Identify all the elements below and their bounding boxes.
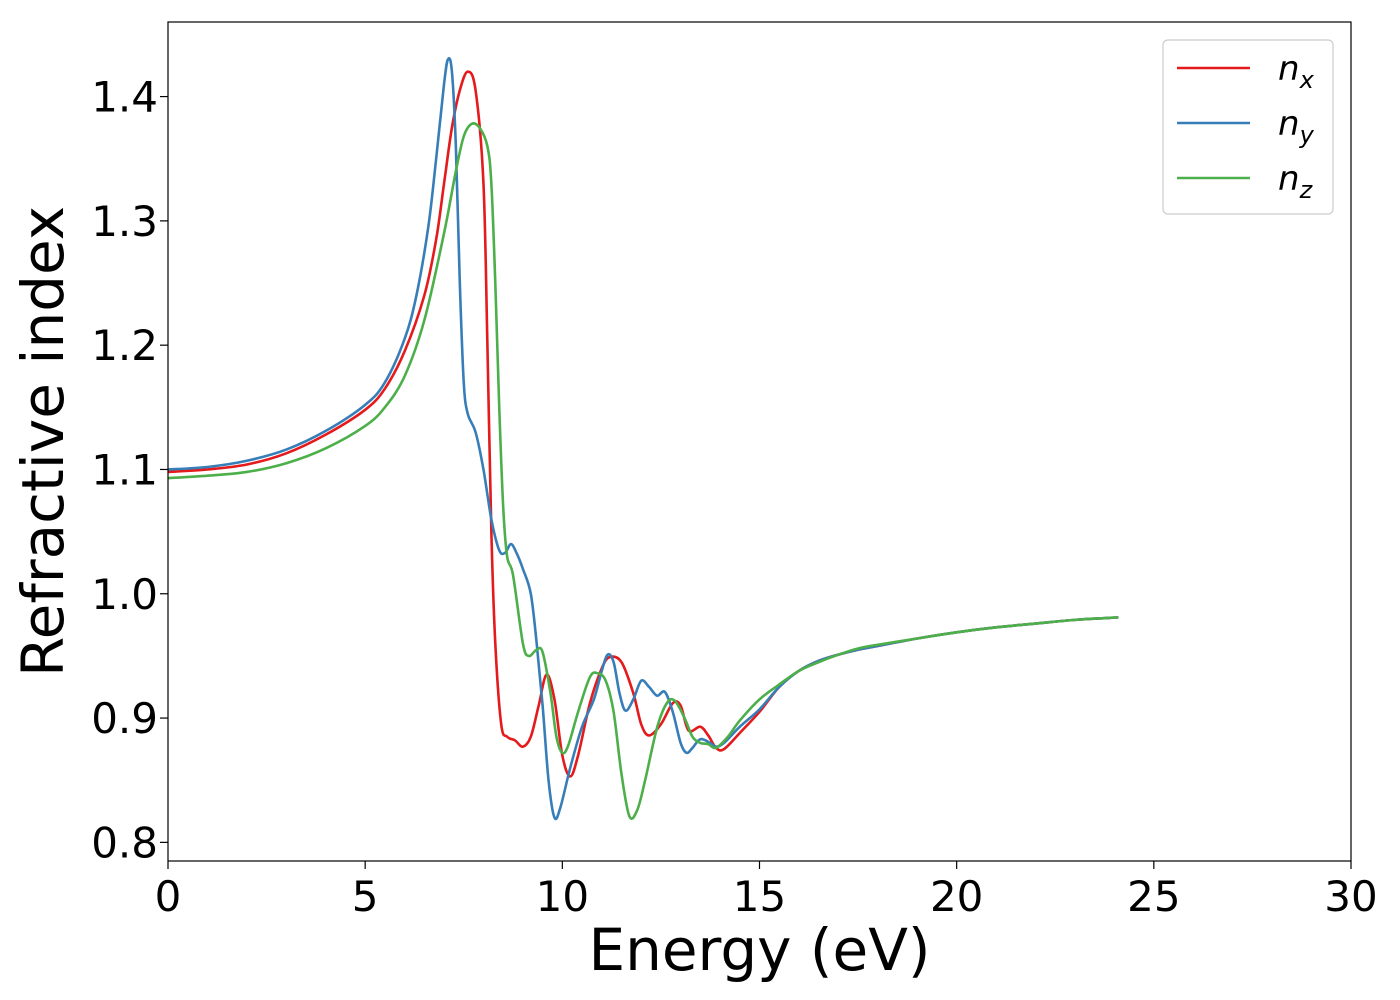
y-axis-title: Refractive index <box>9 206 77 677</box>
legend-label-main: n <box>1278 159 1300 199</box>
series-layer <box>167 57 1119 821</box>
legend-label-subscript: x <box>1299 66 1315 94</box>
series-line-n-z <box>167 122 1119 820</box>
x-tick-label: 0 <box>155 872 182 921</box>
y-axis: 0.8 0.9 1.0 1.1 1.2 1.3 1.4 <box>91 73 168 867</box>
legend-label-main: n <box>1278 104 1300 144</box>
x-tick-label: 5 <box>352 872 379 921</box>
y-tick-label: 1.0 <box>91 570 158 619</box>
legend-label-n-y: ny <box>1278 104 1315 149</box>
legend-label-n-x: nx <box>1278 49 1315 94</box>
y-tick-label: 1.4 <box>91 73 158 122</box>
y-tick-label: 1.2 <box>91 321 158 370</box>
legend-label-subscript: y <box>1299 121 1315 149</box>
x-tick-label: 25 <box>1127 872 1180 921</box>
x-tick-label: 10 <box>536 872 589 921</box>
x-tick-label: 30 <box>1324 872 1377 921</box>
legend-box <box>1162 39 1334 215</box>
y-tick-label: 1.1 <box>91 445 158 494</box>
legend-label-subscript: z <box>1299 176 1314 204</box>
x-tick-label: 15 <box>733 872 786 921</box>
x-tick-label: 20 <box>930 872 983 921</box>
y-tick-label: 0.8 <box>91 818 158 867</box>
legend-label-n-z: nz <box>1278 159 1314 204</box>
series-line-n-y <box>167 57 1119 821</box>
legend-label-main: n <box>1278 49 1300 89</box>
x-axis-title: Energy (eV) <box>588 916 930 984</box>
x-axis: 0 5 10 15 20 25 30 <box>155 861 1378 921</box>
y-tick-label: 0.9 <box>91 694 158 743</box>
y-tick-label: 1.3 <box>91 197 158 246</box>
